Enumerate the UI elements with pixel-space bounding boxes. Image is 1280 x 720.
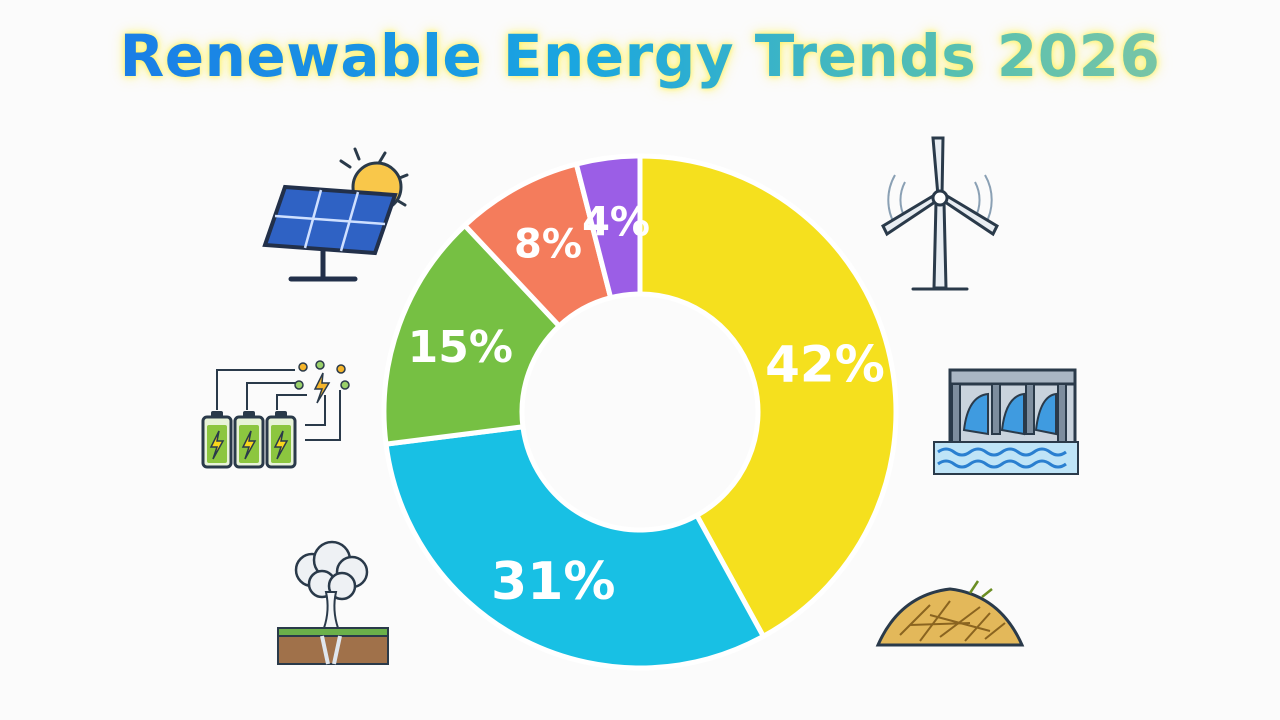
donut-slices: [381, 153, 899, 671]
donut-slice: [637, 153, 899, 639]
wind-turbine-icon: [881, 136, 999, 291]
donut-slice: [383, 424, 766, 671]
donut-labels: 42% 31% 15% 8% 4%: [408, 200, 885, 613]
slice-label: 15%: [408, 322, 513, 373]
slice-label: 4%: [582, 200, 650, 246]
slice-label: 31%: [491, 552, 615, 612]
chart-title: Renewable Energy Trends 2026: [0, 22, 1280, 90]
battery-storage-icon: [201, 360, 350, 469]
hydro-dam-icon: [933, 368, 1079, 475]
solar-panel-icon: [262, 147, 409, 282]
biomass-hay-icon: [875, 580, 1025, 647]
donut-slice: [573, 153, 643, 301]
slice-label: 8%: [514, 222, 582, 268]
geothermal-geyser-icon: [277, 540, 389, 665]
slice-label: 42%: [765, 336, 885, 394]
